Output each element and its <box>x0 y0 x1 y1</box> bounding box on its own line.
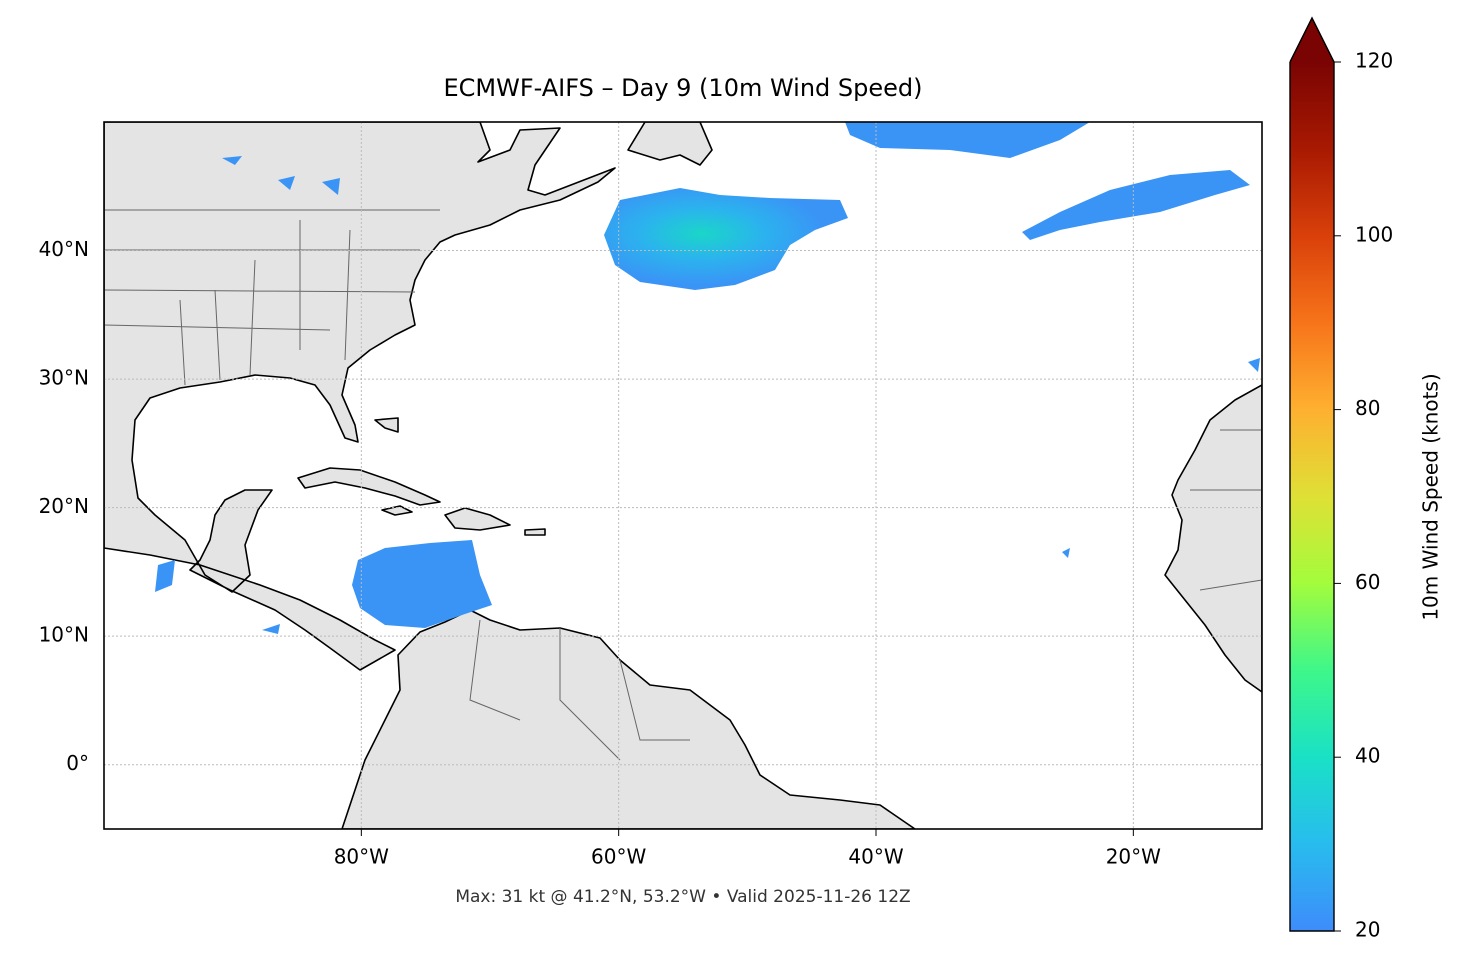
x-tick-label: 80°W <box>334 845 389 869</box>
state-borders <box>104 209 1262 761</box>
colorbar-tick-label: 60 <box>1355 570 1380 594</box>
y-tick-label: 10°N <box>39 623 89 647</box>
title: ECMWF-AIFS – Day 9 (10m Wind Speed) <box>443 74 922 102</box>
hispaniola <box>444 507 511 531</box>
x-tick-label: 20°W <box>1106 845 1161 869</box>
map-frame <box>103 121 1263 830</box>
colorbar-tick-label: 100 <box>1355 222 1393 246</box>
north-america <box>104 122 616 671</box>
colorbar-tick-label: 40 <box>1355 744 1380 768</box>
x-tick-label: 40°W <box>848 845 903 869</box>
colorbar-tick-label: 120 <box>1355 49 1393 73</box>
greenland-edge <box>627 122 713 166</box>
wind-region <box>845 122 1090 158</box>
wind-region <box>352 540 492 628</box>
bahamas <box>374 417 399 433</box>
y-tick-label: 40°N <box>39 237 89 261</box>
colorbar-extend <box>1289 16 1335 63</box>
puerto-rico <box>524 528 546 536</box>
colorbar <box>1290 62 1334 931</box>
wind-region <box>1022 170 1250 240</box>
colorbar-tick-label: 80 <box>1355 396 1380 420</box>
footer: Max: 31 kt @ 41.2°N, 53.2°W • Valid 2025… <box>455 887 910 907</box>
x-tick-label: 60°W <box>591 845 646 869</box>
y-tick-label: 30°N <box>39 366 89 390</box>
grid <box>104 122 1262 829</box>
y-tick-label: 0° <box>66 751 89 775</box>
map-area <box>104 122 1262 829</box>
colorbar-label: 10m Wind Speed (knots) <box>1419 373 1443 620</box>
colorbar-tick-label: 20 <box>1355 918 1380 942</box>
y-tick-label: 20°N <box>39 494 89 518</box>
south-america <box>341 609 916 829</box>
wind-region <box>604 188 848 290</box>
cuba <box>297 467 441 506</box>
colorbar-frame <box>1289 62 1335 932</box>
africa <box>1164 384 1262 693</box>
